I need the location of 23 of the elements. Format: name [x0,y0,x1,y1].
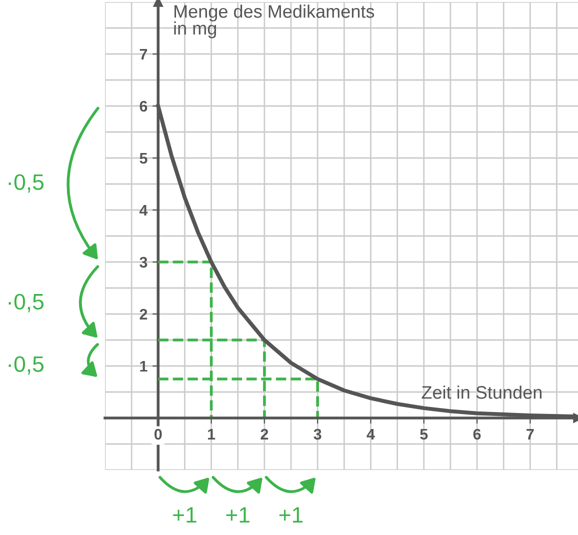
text: +1 [279,507,303,523]
x-tick-label: 4 [366,428,375,440]
y-tick-label: 5 [140,153,148,164]
y-tick-label: 2 [140,308,148,320]
x-tick-label: 7 [526,428,534,440]
text: ·0,5 [8,174,44,193]
text: ·0,5 [8,356,44,375]
y-tick-label: 6 [140,100,148,112]
y-tick-label: 4 [139,205,148,216]
x-tick-label: 3 [314,428,322,440]
text: +1 [173,507,196,523]
y-tick-label: 3 [140,256,148,268]
x-tick-label: 5 [420,428,428,440]
y-tick-label: 7 [140,49,148,60]
x-tick-label: 1 [208,428,216,440]
text: +1 [226,507,250,523]
x-tick-label: 0 [154,428,162,440]
text: ·0,5 [8,294,44,312]
y-tick-label: 1 [140,361,148,372]
x-tick-label: 6 [473,428,481,440]
y-axis-title: Menge des Medikaments in mg [174,4,374,38]
x-axis-title: Zeit in Stunden [422,386,542,399]
x-tick-label: 2 [260,428,268,440]
